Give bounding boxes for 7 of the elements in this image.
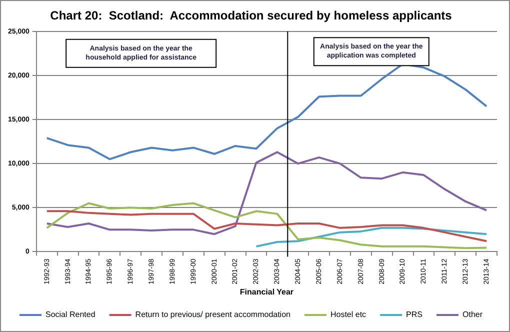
- chart-title: Chart 20: Scotland: Accommodation secured by homeless applicants: [50, 8, 452, 23]
- x-axis-title: Financial Year: [240, 287, 294, 296]
- legend-label: Social Rented: [45, 310, 96, 320]
- legend-label: Other: [462, 310, 483, 320]
- legend-label: Hostel etc: [330, 310, 366, 320]
- legend-label: PRS: [406, 310, 423, 320]
- legend-label: Return to previous/ present accommodation: [135, 310, 290, 320]
